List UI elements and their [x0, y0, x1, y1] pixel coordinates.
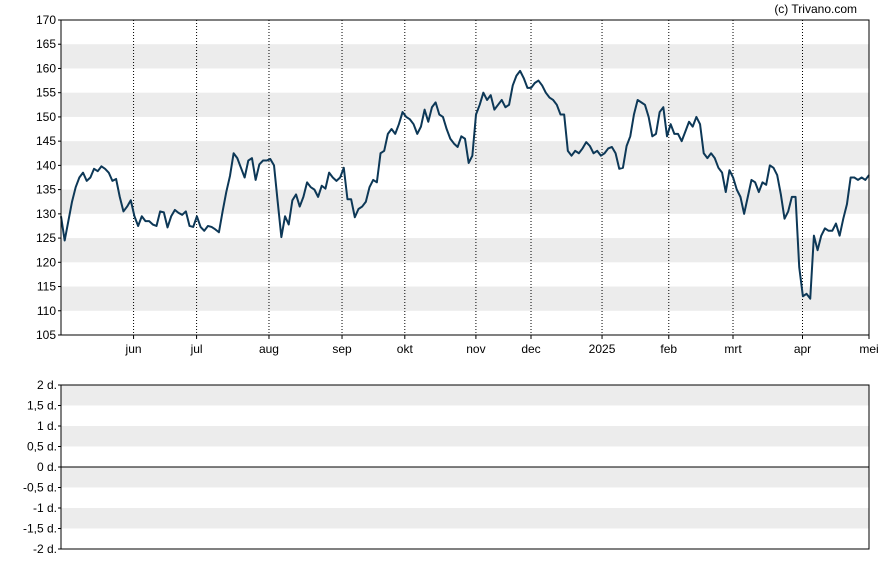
indicator-panel: 2 d. 1,5 d. 1 d. 0,5 d. 0 d. -0,5 d. -1 d. -1,5… — [23, 378, 870, 556]
y-tick-label: -1,5 d. — [23, 522, 57, 536]
y-tick-label: 1,5 d. — [27, 399, 57, 413]
x-tick-label: jul — [190, 342, 203, 356]
y-tick-label: 160 — [36, 61, 56, 75]
y-tick-label: 155 — [36, 86, 56, 100]
y-tick-label: -0,5 d. — [23, 481, 57, 495]
indicator-grid-bands — [61, 385, 869, 529]
y-tick-label: 130 — [36, 207, 56, 221]
x-tick-label: sep — [332, 342, 352, 356]
grid-band — [61, 92, 869, 117]
y-tick-label: 115 — [37, 280, 56, 294]
y-tick-label: 110 — [37, 304, 56, 318]
indicator-axis: 2 d. 1,5 d. 1 d. 0,5 d. 0 d. -0,5 d. -1 d. -1,5… — [23, 378, 61, 556]
y-tick-label: 120 — [36, 255, 56, 269]
grid-band — [61, 508, 869, 529]
x-tick-label: aug — [259, 342, 279, 356]
copyright-credit: (c) Trivano.com — [774, 2, 857, 16]
price-panel-frame — [60, 19, 870, 336]
y-tick-label: 165 — [36, 37, 56, 51]
main-grid-bands — [61, 44, 869, 311]
grid-band — [61, 467, 869, 488]
y-tick-label: 0 d. — [37, 460, 57, 474]
y-tick-label: 170 — [36, 13, 56, 27]
grid-band — [61, 385, 869, 406]
grid-band — [61, 44, 869, 69]
grid-band — [61, 426, 869, 447]
x-tick-label: mrt — [724, 342, 742, 356]
grid-band — [61, 238, 869, 263]
y-tick-label: 135 — [36, 183, 56, 197]
y-tick-label: 105 — [36, 328, 56, 342]
price-panel: 105 110 115 120 125 130 135 140 145 150 155 160 165 1… — [36, 13, 879, 356]
x-tick-label: 2025 — [589, 342, 616, 356]
y-tick-label: 1 d. — [37, 419, 57, 433]
price-axis: 105 110 115 120 125 130 135 140 145 150 155 160 165 1… — [36, 13, 61, 342]
x-tick-label: apr — [794, 342, 811, 356]
y-tick-label: 0,5 d. — [27, 440, 57, 454]
x-tick-label: dec — [521, 342, 540, 356]
time-axis: jun jul aug sep okt nov dec 2025 feb mrt apr mei — [125, 335, 879, 356]
y-tick-label: -2 d. — [33, 542, 57, 556]
y-tick-label: 140 — [36, 158, 56, 172]
grid-band — [61, 189, 869, 214]
x-tick-label: feb — [660, 342, 677, 356]
y-tick-label: 145 — [36, 134, 56, 148]
x-tick-label: nov — [466, 342, 485, 356]
x-tick-label: jun — [125, 342, 142, 356]
y-tick-label: 125 — [36, 231, 56, 245]
x-tick-label: mei — [859, 342, 878, 356]
y-tick-label: 2 d. — [37, 378, 57, 392]
y-tick-label: -1 d. — [33, 501, 57, 515]
price-line — [60, 69, 870, 300]
x-tick-label: okt — [397, 342, 414, 356]
y-tick-label: 150 — [36, 110, 56, 124]
grid-band — [61, 286, 869, 311]
